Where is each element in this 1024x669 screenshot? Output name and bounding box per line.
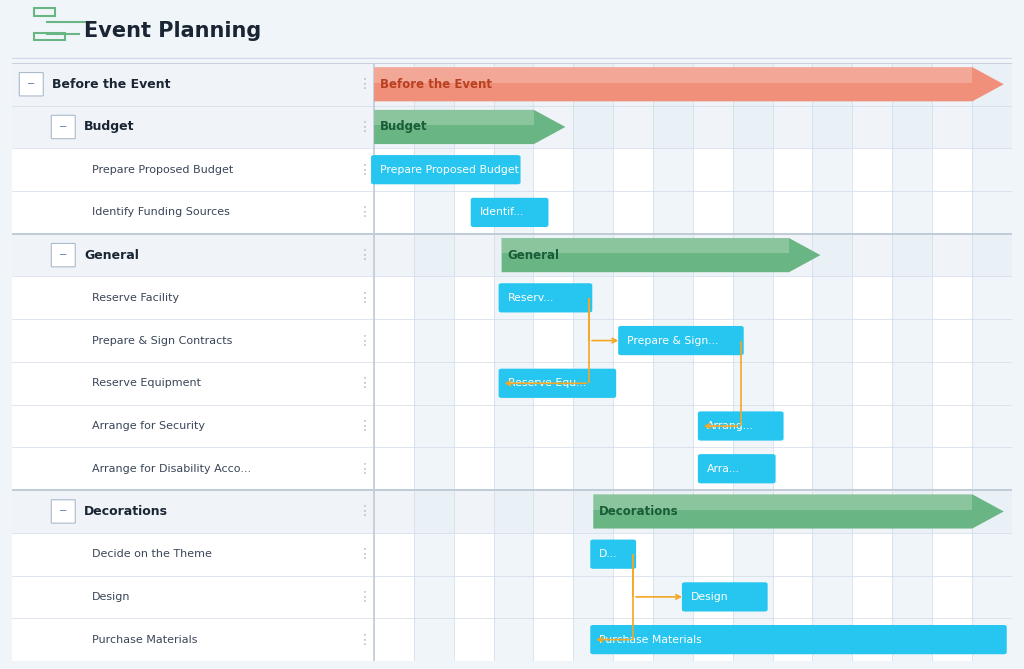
FancyBboxPatch shape <box>19 72 43 96</box>
Text: Reserve Facility: Reserve Facility <box>92 293 179 303</box>
Text: Identif...: Identif... <box>479 207 524 217</box>
Text: General: General <box>508 249 559 262</box>
Text: ⋮: ⋮ <box>358 163 372 177</box>
Bar <box>12 575 1012 618</box>
Text: Purchase Materials: Purchase Materials <box>92 635 198 645</box>
Polygon shape <box>593 494 1004 529</box>
Text: Identify Funding Sources: Identify Funding Sources <box>92 207 230 217</box>
Polygon shape <box>593 494 973 510</box>
Text: Budget: Budget <box>84 120 135 134</box>
Text: ⋮: ⋮ <box>358 77 372 91</box>
Text: Decorations: Decorations <box>599 505 679 518</box>
Bar <box>414 63 454 661</box>
Bar <box>12 63 1012 106</box>
FancyBboxPatch shape <box>471 198 549 227</box>
Text: Prepare Proposed Budget: Prepare Proposed Budget <box>380 165 519 175</box>
Bar <box>573 63 613 661</box>
Text: ⋮: ⋮ <box>358 205 372 219</box>
Text: Event Planning: Event Planning <box>84 21 261 41</box>
Text: ⋮: ⋮ <box>358 547 372 561</box>
Polygon shape <box>502 238 790 254</box>
FancyBboxPatch shape <box>499 283 592 312</box>
Text: Before the Event: Before the Event <box>380 78 493 91</box>
Text: −: − <box>59 250 68 260</box>
Text: Arrange for Disability Acco...: Arrange for Disability Acco... <box>92 464 251 474</box>
Text: Arrange for Security: Arrange for Security <box>92 421 205 431</box>
Text: Reserve Equ...: Reserve Equ... <box>508 378 586 388</box>
FancyBboxPatch shape <box>590 540 636 569</box>
Text: Budget: Budget <box>380 120 428 134</box>
Text: ⋮: ⋮ <box>358 462 372 476</box>
Polygon shape <box>374 67 973 82</box>
FancyBboxPatch shape <box>698 454 775 483</box>
Text: ⋮: ⋮ <box>358 633 372 647</box>
Text: Reserv...: Reserv... <box>508 293 554 303</box>
Text: Arrang...: Arrang... <box>707 421 754 431</box>
Bar <box>12 533 1012 575</box>
Bar <box>812 63 852 661</box>
Text: Arra...: Arra... <box>707 464 740 474</box>
Text: Prepare & Sign Contracts: Prepare & Sign Contracts <box>92 336 232 346</box>
Bar <box>12 319 1012 362</box>
Polygon shape <box>374 110 565 144</box>
Bar <box>12 191 1012 233</box>
FancyBboxPatch shape <box>590 625 1007 654</box>
Bar <box>12 106 1012 149</box>
Text: Decorations: Decorations <box>84 505 168 518</box>
Text: General: General <box>84 249 139 262</box>
Text: D...: D... <box>599 549 617 559</box>
Text: ⋮: ⋮ <box>358 120 372 134</box>
Text: −: − <box>28 79 36 89</box>
Bar <box>12 490 1012 533</box>
Bar <box>12 405 1012 448</box>
Text: −: − <box>59 506 68 516</box>
Text: ⋮: ⋮ <box>358 248 372 262</box>
Bar <box>494 63 534 661</box>
Text: Before the Event: Before the Event <box>52 78 171 91</box>
Polygon shape <box>374 110 534 125</box>
FancyBboxPatch shape <box>698 411 783 441</box>
Text: Design: Design <box>92 592 131 602</box>
Bar <box>12 233 1012 276</box>
Bar <box>12 618 1012 661</box>
FancyBboxPatch shape <box>682 582 768 611</box>
Text: Reserve Equipment: Reserve Equipment <box>92 378 202 388</box>
Text: ⋮: ⋮ <box>358 376 372 390</box>
FancyBboxPatch shape <box>499 369 616 398</box>
Bar <box>12 149 1012 191</box>
Bar <box>972 63 1012 661</box>
Text: Decide on the Theme: Decide on the Theme <box>92 549 212 559</box>
Text: −: − <box>59 122 68 132</box>
Polygon shape <box>502 238 820 272</box>
Bar <box>12 362 1012 405</box>
Text: ⋮: ⋮ <box>358 291 372 305</box>
FancyBboxPatch shape <box>51 244 75 267</box>
Text: Design: Design <box>691 592 728 602</box>
FancyBboxPatch shape <box>618 326 743 355</box>
Polygon shape <box>374 67 1004 101</box>
FancyBboxPatch shape <box>51 115 75 138</box>
Bar <box>12 276 1012 319</box>
Bar <box>733 63 772 661</box>
Text: ⋮: ⋮ <box>358 504 372 518</box>
Text: Prepare Proposed Budget: Prepare Proposed Budget <box>92 165 233 175</box>
Text: Prepare & Sign...: Prepare & Sign... <box>627 336 719 346</box>
Text: ⋮: ⋮ <box>358 334 372 348</box>
Text: ⋮: ⋮ <box>358 590 372 604</box>
FancyBboxPatch shape <box>51 500 75 523</box>
FancyBboxPatch shape <box>371 155 520 184</box>
Bar <box>892 63 932 661</box>
Bar <box>12 448 1012 490</box>
Text: ⋮: ⋮ <box>358 419 372 433</box>
Text: Purchase Materials: Purchase Materials <box>599 635 702 645</box>
Bar <box>653 63 693 661</box>
